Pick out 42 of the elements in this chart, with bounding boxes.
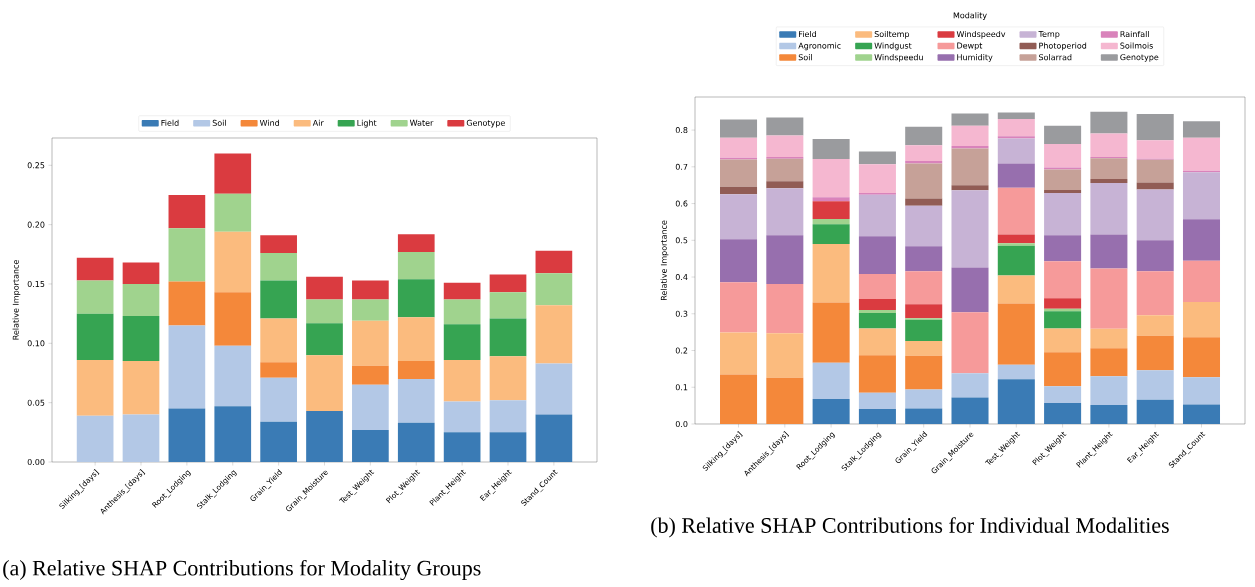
y-tick-label: 0.20: [27, 221, 45, 228]
y-tick-label: 0.05: [27, 399, 45, 406]
legend-label: Field: [161, 119, 179, 126]
y-tick-label: 0.2: [675, 347, 688, 354]
legend-label: Agronomic: [798, 42, 841, 51]
legend-label: Soil: [212, 119, 226, 126]
y-tick-label: 0.5: [675, 237, 688, 244]
legend-label: Soiltemp: [874, 30, 910, 39]
y-tick-label: 0.7: [675, 163, 688, 170]
legend-label: Field: [799, 30, 816, 38]
y-axis-title: Relative Importance: [660, 220, 669, 301]
y-tick-label: 0.1: [675, 384, 688, 391]
legend-label: Genotype: [1120, 54, 1159, 62]
y-tick-label: 0.15: [27, 280, 45, 287]
y-tick-label: 0.00: [27, 458, 45, 466]
legend-label: Air: [312, 119, 324, 126]
legend-title: Modality: [953, 12, 987, 20]
y-tick-label: 0.3: [675, 310, 688, 317]
y-tick-label: 0.6: [675, 200, 688, 207]
y-tick-label: 0.8: [675, 127, 688, 134]
legend-label: Photoperiod: [1039, 42, 1087, 51]
legend-label: Soil: [798, 54, 812, 61]
legend-label: Windgust: [874, 42, 912, 51]
legend-label: Soilmois: [1120, 42, 1153, 49]
legend-label: Rainfall: [1120, 30, 1149, 38]
legend-label: Water: [409, 119, 434, 126]
legend-label: Solarrad: [1039, 54, 1072, 61]
y-tick-label: 0.10: [27, 340, 45, 347]
legend-label: Genotype: [466, 119, 505, 128]
y-axis-title: Relative Importance: [12, 260, 21, 340]
legend-label: Temp: [1038, 31, 1060, 39]
legend-label: Light: [357, 119, 377, 128]
legend-label: Humidity: [957, 54, 993, 62]
legend-label: Wind: [259, 119, 279, 126]
legend-label: Dewpt: [957, 42, 983, 51]
legend-label: Windspeedv: [956, 30, 1006, 39]
y-tick-label: 0.4: [675, 274, 688, 281]
text: (b) Relative SHAP Contributions for Individual Modalities: [651, 517, 1169, 538]
y-tick-label: 0.0: [675, 420, 688, 428]
y-tick-label: 0.25: [27, 162, 45, 169]
text: (a) Relative SHAP Contributions for Modality Groups: [3, 559, 481, 581]
legend-label: Windspeedu: [874, 54, 923, 62]
